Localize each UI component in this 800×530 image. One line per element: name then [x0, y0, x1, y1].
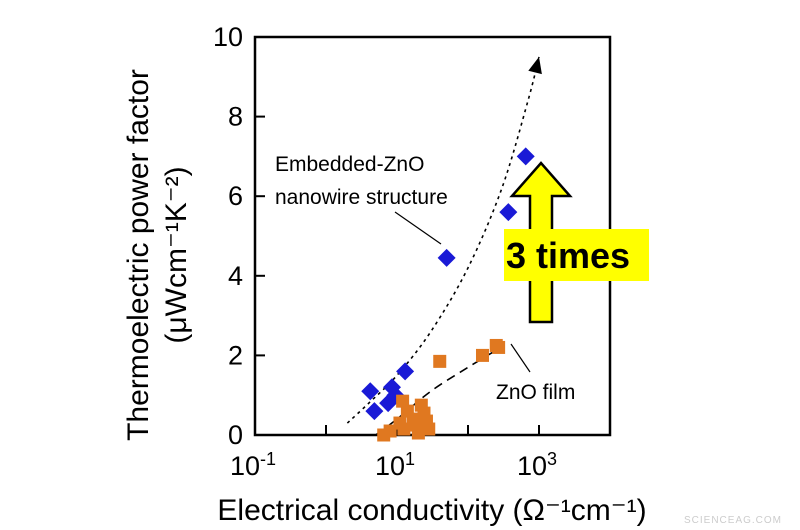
y-tick-label: 8: [228, 102, 243, 132]
nanowire-leader-line: [394, 211, 442, 245]
y-axis-title-line1: Thermoelectric power factor: [122, 69, 155, 441]
film-annotation: ZnO film: [496, 381, 575, 404]
nanowire-data-point: [365, 402, 384, 421]
y-tick-label: 2: [228, 340, 243, 370]
y-axis-title: Thermoelectric power factor (μWcm⁻¹K⁻²): [122, 69, 193, 441]
callout-group: 3 times: [504, 161, 649, 324]
x-tick-label: 101: [375, 449, 415, 481]
x-tick-label: 10-1: [230, 449, 276, 481]
nanowire-annotation-line1: Embedded-ZnO: [275, 153, 424, 176]
y-tick-label: 6: [228, 181, 243, 211]
nanowire-data-point: [361, 382, 380, 401]
annotations: Embedded-ZnO nanowire structure ZnO film: [275, 153, 575, 404]
y-tick-label: 4: [228, 261, 243, 291]
film-data-point: [475, 348, 489, 362]
x-axis-title: Electrical conductivity (Ω⁻¹cm⁻¹): [217, 494, 646, 527]
film-data-point: [397, 422, 411, 436]
trend-arrowhead-icon: [528, 56, 542, 75]
data-markers: [361, 147, 535, 442]
film-data-point: [411, 426, 425, 440]
film-data-point: [492, 340, 506, 354]
nanowire-annotation-line2: nanowire structure: [275, 186, 448, 209]
y-axis-title-line2: (μWcm⁻¹K⁻²): [160, 166, 193, 343]
nanowire-data-point: [396, 362, 415, 381]
nanowire-trend-line: [346, 56, 540, 424]
x-tick-label: 103: [517, 449, 557, 481]
film-data-point: [422, 422, 436, 436]
film-data-point: [433, 354, 447, 368]
film-data-point: [396, 394, 410, 408]
watermark-text: SCIENCEAG.COM: [683, 515, 782, 526]
y-tick-label: 0: [228, 420, 243, 450]
callout-text: 3 times: [506, 235, 630, 276]
callout-box: [504, 229, 649, 281]
nanowire-data-point: [516, 147, 535, 166]
plot-frame-group: 0 2 4 6 8 10 10-1 101 103: [213, 22, 612, 481]
film-leader-line: [510, 343, 531, 373]
y-tick-label: 10: [213, 22, 243, 52]
film-data-point: [383, 424, 397, 438]
nanowire-data-point: [437, 248, 456, 267]
nanowire-data-point: [499, 203, 518, 222]
